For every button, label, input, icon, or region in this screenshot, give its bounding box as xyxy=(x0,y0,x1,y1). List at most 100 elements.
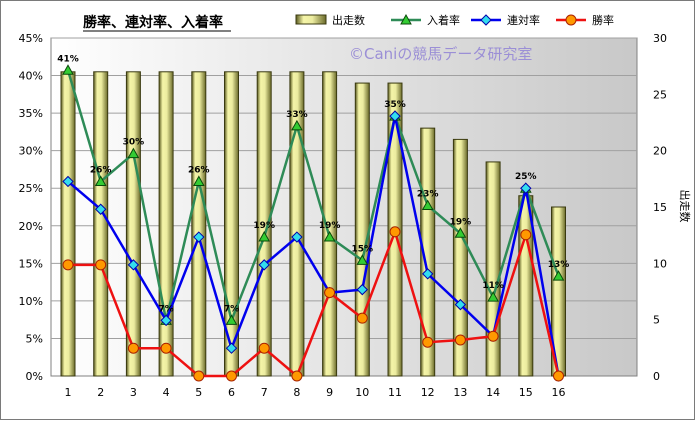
x-tick-label: 1 xyxy=(65,386,72,399)
legend-label: 勝率 xyxy=(592,13,614,27)
x-tick-label: 13 xyxy=(453,386,467,399)
bar xyxy=(158,71,174,377)
point xyxy=(356,283,369,296)
left-tick-label: 35% xyxy=(19,107,43,120)
series-line xyxy=(67,115,560,377)
point xyxy=(487,291,499,302)
x-tick-label: 8 xyxy=(293,386,300,399)
line-series xyxy=(62,64,565,382)
x-tick-label: 14 xyxy=(486,386,500,399)
right-tick-label: 15 xyxy=(653,201,667,214)
right-tick-label: 30 xyxy=(653,32,667,45)
point xyxy=(127,259,140,271)
plot-area xyxy=(50,37,638,377)
data-label: 7% xyxy=(158,304,173,314)
point xyxy=(94,175,107,186)
point xyxy=(552,270,565,281)
bar xyxy=(420,127,436,377)
data-label: 33% xyxy=(286,110,308,120)
left-axis: 0% 5% 10% 15% 20% 25% 30% 35% 40% 45% xyxy=(19,32,43,383)
legend-swatch xyxy=(295,14,327,25)
point xyxy=(193,370,205,382)
point xyxy=(356,254,369,265)
data-label: 26% xyxy=(188,165,210,175)
right-tick-label: 5 xyxy=(653,314,660,327)
legend-label: 入着率 xyxy=(427,13,460,27)
x-tick-label: 6 xyxy=(228,386,235,399)
data-labels: 41% 26% 30% 7% 26% 7% 19% 33% 19% 15% 35% 23% 19% 11%… xyxy=(57,54,569,314)
x-axis: 1 2 3 4 5 6 7 8 9 10 11 12 13 14 15 16 xyxy=(65,386,566,399)
point xyxy=(258,231,271,242)
point xyxy=(480,14,492,26)
left-tick-label: 15% xyxy=(19,257,43,270)
bar xyxy=(191,71,207,377)
left-tick-label: 45% xyxy=(19,32,43,45)
point xyxy=(160,342,172,354)
point xyxy=(421,199,434,210)
point xyxy=(421,268,434,280)
right-tick-label: 25 xyxy=(653,88,667,101)
series-line xyxy=(66,69,560,325)
x-tick-label: 4 xyxy=(163,386,170,399)
point xyxy=(323,231,336,242)
point xyxy=(400,13,412,25)
bar xyxy=(60,71,76,377)
data-label: 19% xyxy=(253,221,275,231)
left-tick-label: 30% xyxy=(19,145,43,158)
bar xyxy=(452,138,468,377)
point xyxy=(422,336,434,348)
point xyxy=(553,370,564,382)
right-axis-label: 出走数 xyxy=(678,190,692,223)
data-label: 26% xyxy=(90,165,112,175)
point xyxy=(94,203,107,215)
data-label: 15% xyxy=(352,244,374,254)
x-tick-label: 10 xyxy=(355,386,369,399)
data-label: 30% xyxy=(123,138,145,148)
gridlines xyxy=(51,37,637,339)
data-label: 7% xyxy=(224,304,239,314)
point xyxy=(225,314,238,325)
chart-title: 勝率、連対率、入着率 xyxy=(83,14,223,31)
data-label: 19% xyxy=(450,217,472,227)
left-tick-label: 25% xyxy=(19,182,43,195)
point xyxy=(454,298,467,311)
bar xyxy=(354,82,370,377)
data-label: 25% xyxy=(515,172,537,182)
left-tick-label: 0% xyxy=(26,370,43,383)
point xyxy=(62,175,74,188)
watermark-text: ©Caniの競馬データ研究室 xyxy=(349,45,532,63)
data-label: 19% xyxy=(319,221,341,231)
point xyxy=(356,312,368,324)
x-tick-label: 15 xyxy=(519,386,533,399)
left-tick-label: 5% xyxy=(26,332,43,345)
left-tick-label: 10% xyxy=(19,295,43,308)
legend: 出走数 入着率 連対率 勝率 xyxy=(295,13,614,27)
bar xyxy=(93,71,109,377)
x-tick-label: 5 xyxy=(195,386,202,399)
data-label: 13% xyxy=(548,260,570,270)
point xyxy=(389,226,401,238)
point xyxy=(258,342,270,354)
data-label: 35% xyxy=(384,100,406,110)
bar xyxy=(125,71,141,377)
bar-series xyxy=(60,71,566,377)
point xyxy=(160,314,172,327)
right-tick-label: 10 xyxy=(653,257,667,270)
point xyxy=(291,119,303,131)
point xyxy=(454,334,466,346)
x-tick-label: 12 xyxy=(421,386,435,399)
point xyxy=(291,231,303,243)
x-tick-label: 3 xyxy=(130,386,137,399)
point xyxy=(291,370,303,382)
series-line xyxy=(68,227,560,379)
x-tick-label: 9 xyxy=(326,386,333,399)
bar xyxy=(256,71,272,377)
data-label: 11% xyxy=(482,281,504,291)
bar xyxy=(518,195,534,377)
x-tick-label: 7 xyxy=(261,386,268,399)
x-tick-label: 16 xyxy=(552,386,566,399)
x-tick-label: 2 xyxy=(97,386,104,399)
data-label: 41% xyxy=(57,54,79,64)
